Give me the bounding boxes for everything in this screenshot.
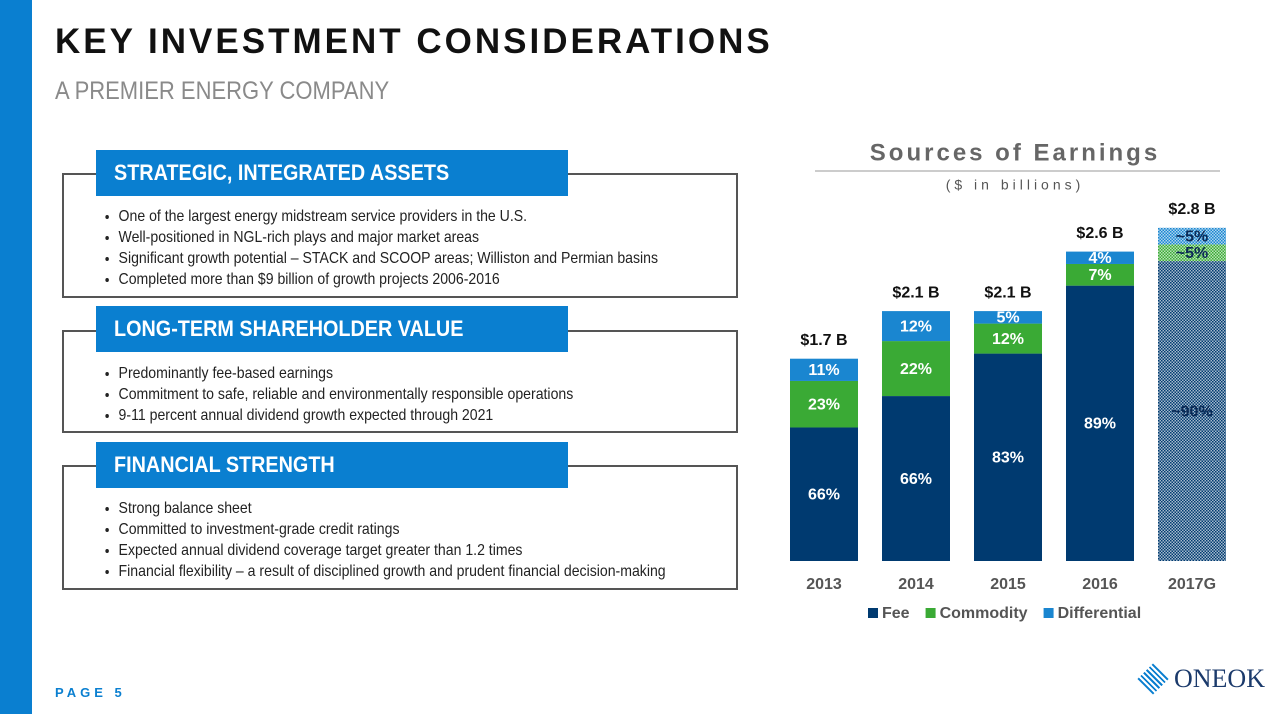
legend-label: Differential: [1058, 605, 1142, 622]
section-box: One of the largest energy midstream serv…: [62, 173, 738, 298]
section-heading-bar: FINANCIAL STRENGTH: [96, 442, 568, 488]
bullet: Strong balance sheet: [119, 498, 735, 519]
bar-segment: [1158, 261, 1226, 561]
bar-segment: [882, 396, 950, 561]
segment-label: 4%: [1088, 250, 1111, 267]
bar-segment: [1158, 244, 1226, 262]
bullet: Well-positioned in NGL-rich plays and ma…: [119, 227, 735, 248]
bar-segment: [790, 427, 858, 561]
bar-segment: [1066, 263, 1134, 286]
segment-label: ~5%: [1176, 245, 1208, 262]
subtitle: A PREMIER ENERGY COMPANY: [55, 77, 390, 105]
legend-label: Fee: [882, 605, 910, 622]
segment-label: 66%: [900, 471, 932, 488]
chart-title: Sources of Earnings: [870, 139, 1160, 166]
segment-label: ~5%: [1176, 228, 1208, 245]
segment-label: 12%: [900, 318, 932, 335]
title: KEY INVESTMENT CONSIDERATIONS: [55, 22, 773, 61]
bullet-list: Predominantly fee-based earningsCommitme…: [64, 363, 735, 426]
bar-segment: [1066, 285, 1134, 561]
bullet: Expected annual dividend coverage target…: [119, 540, 735, 561]
bar-segment: [974, 353, 1042, 561]
segment-label: 12%: [992, 331, 1024, 348]
x-tick-label: 2015: [990, 576, 1026, 593]
segment-label: 83%: [992, 450, 1024, 467]
total-label: $2.6 B: [1076, 225, 1123, 242]
section-heading-bar: STRATEGIC, INTEGRATED ASSETS: [96, 150, 568, 196]
bar-segment: [882, 341, 950, 397]
total-label: $2.1 B: [984, 284, 1031, 301]
segment-label: 66%: [808, 486, 840, 503]
section-box: Strong balance sheetCommitted to investm…: [62, 465, 738, 590]
side-strip: [0, 0, 32, 714]
legend-swatch: [1043, 608, 1054, 618]
section-heading: LONG-TERM SHAREHOLDER VALUE: [114, 316, 464, 341]
x-tick-label: 2017G: [1168, 576, 1216, 593]
bar-segment: [790, 358, 858, 381]
legend-swatch: [925, 608, 936, 618]
bar-segment: [974, 323, 1042, 354]
logo-text: ONEOK: [1174, 664, 1265, 693]
logo: ONEOK: [1137, 663, 1265, 695]
bullet-list: One of the largest energy midstream serv…: [64, 206, 735, 290]
x-tick-label: 2014: [898, 576, 934, 593]
section-heading-bar: LONG-TERM SHAREHOLDER VALUE: [96, 306, 568, 352]
x-tick-label: 2016: [1082, 576, 1118, 593]
section-heading: STRATEGIC, INTEGRATED ASSETS: [114, 160, 450, 185]
total-label: $2.8 B: [1168, 201, 1215, 218]
section-heading: FINANCIAL STRENGTH: [114, 452, 335, 477]
bullet: Predominantly fee-based earnings: [119, 363, 735, 384]
legend-swatch: [868, 608, 878, 618]
bullet: One of the largest energy midstream serv…: [119, 206, 735, 227]
bullet-list: Strong balance sheetCommitted to investm…: [64, 498, 735, 582]
bar-segment: [974, 311, 1042, 324]
legend-label: Commodity: [940, 605, 1028, 622]
bar-segment: [1158, 227, 1226, 245]
bullet: 9-11 percent annual dividend growth expe…: [119, 405, 735, 426]
bullet: Financial flexibility – a result of disc…: [119, 561, 735, 582]
chart-subtitle: ($ in billions): [946, 177, 1085, 193]
total-label: $2.1 B: [892, 284, 939, 301]
bullet: Significant growth potential – STACK and…: [119, 248, 735, 269]
segment-label: 11%: [808, 362, 839, 379]
x-tick-label: 2013: [806, 576, 842, 593]
segment-label: 23%: [808, 396, 840, 413]
bullet: Completed more than $9 billion of growth…: [119, 269, 735, 290]
segment-label: ~90%: [1171, 403, 1212, 420]
total-label: $1.7 B: [800, 332, 847, 349]
segment-label: 22%: [900, 361, 932, 378]
segment-label: 89%: [1084, 416, 1116, 433]
bullet: Committed to investment-grade credit rat…: [119, 519, 735, 540]
page-number: PAGE 5: [55, 685, 126, 700]
segment-label: 7%: [1088, 267, 1111, 284]
bullet: Commitment to safe, reliable and environ…: [119, 384, 735, 405]
bar-segment: [1066, 251, 1134, 264]
bar-segment: [790, 380, 858, 428]
segment-label: 5%: [996, 310, 1019, 327]
bar-segment: [882, 311, 950, 342]
